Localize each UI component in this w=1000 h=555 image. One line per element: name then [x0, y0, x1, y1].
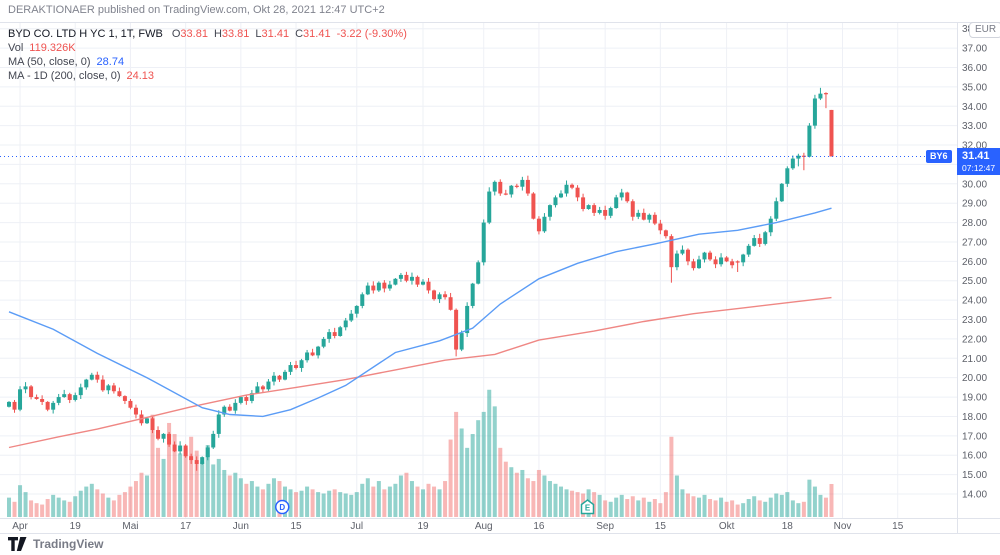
publish-watermark: DERAKTIONAER published on TradingView.co… — [8, 4, 385, 16]
tradingview-brand-link[interactable]: TradingView — [33, 537, 104, 551]
earnings-marker[interactable]: E — [580, 499, 595, 515]
svg-text:28.00: 28.00 — [962, 218, 987, 229]
svg-text:Mai: Mai — [122, 521, 138, 532]
svg-text:37.00: 37.00 — [962, 44, 987, 55]
svg-text:20.00: 20.00 — [962, 373, 987, 384]
svg-text:15.00: 15.00 — [962, 470, 987, 481]
svg-text:Apr: Apr — [12, 521, 28, 532]
candlesticks — [7, 87, 834, 471]
volume-value: 119.326K — [29, 42, 76, 54]
svg-text:29.00: 29.00 — [962, 199, 987, 210]
svg-text:21.00: 21.00 — [962, 354, 987, 365]
high-value: 33.81 — [221, 28, 250, 40]
svg-text:36.00: 36.00 — [962, 63, 987, 74]
svg-text:16.00: 16.00 — [962, 451, 987, 462]
svg-text:22.00: 22.00 — [962, 334, 987, 345]
ma50-label: MA (50, close, 0) — [8, 56, 91, 68]
svg-text:17: 17 — [180, 521, 192, 532]
svg-text:19: 19 — [70, 521, 82, 532]
symbol-title: BYD CO. LTD H YC 1, 1T, FWB — [8, 28, 163, 40]
svg-text:18.00: 18.00 — [962, 412, 987, 423]
svg-text:Nov: Nov — [834, 521, 852, 532]
time-axis[interactable]: Apr 19 Mai 17 Jun 15 Jul 19 Aug 16 Sep 15 Okt 18 Nov 15 — [12, 521, 903, 532]
legend-ma50-row[interactable]: MA (50, close, 0) 28.74 — [8, 55, 407, 69]
legend-volume-row[interactable]: Vol 119.326K — [8, 41, 407, 55]
svg-text:25.00: 25.00 — [962, 276, 987, 287]
svg-text:Sep: Sep — [596, 521, 614, 532]
last-price-value: 31.41 — [962, 150, 990, 162]
svg-text:15: 15 — [892, 521, 904, 532]
currency-toggle-button[interactable]: EUR — [969, 22, 1000, 38]
svg-text:27.00: 27.00 — [962, 237, 987, 248]
change-value: -3.22 (-9.30%) — [336, 28, 407, 40]
open-label: O — [171, 28, 181, 40]
svg-text:15: 15 — [290, 521, 302, 532]
svg-text:Jul: Jul — [350, 521, 363, 532]
svg-text:19: 19 — [417, 521, 429, 532]
high-label: H — [213, 28, 222, 40]
tradingview-logo-icon[interactable] — [8, 537, 27, 551]
svg-text:23.00: 23.00 — [962, 315, 987, 326]
close-label: C — [295, 28, 304, 40]
price-axis[interactable]: 14.00 15.00 16.00 17.00 18.00 19.00 20.00 21.00… — [962, 24, 987, 500]
open-value: 33.81 — [180, 28, 208, 40]
volume-bars — [7, 389, 834, 517]
svg-text:16: 16 — [533, 521, 545, 532]
svg-text:17.00: 17.00 — [962, 431, 987, 442]
svg-text:24.00: 24.00 — [962, 296, 987, 307]
svg-text:34.00: 34.00 — [962, 102, 987, 113]
dividend-marker[interactable]: D — [274, 499, 290, 515]
svg-text:14.00: 14.00 — [962, 490, 987, 501]
svg-text:18: 18 — [782, 521, 794, 532]
svg-text:26.00: 26.00 — [962, 257, 987, 268]
svg-text:15: 15 — [655, 521, 667, 532]
symbol-legend: BYD CO. LTD H YC 1, 1T, FWB O33.81 H33.81 L… — [8, 27, 407, 83]
ma50-line — [8, 207, 832, 418]
svg-text:19.00: 19.00 — [962, 393, 987, 404]
pane-borders — [0, 22, 1000, 534]
symbol-price-flag: BY6 — [926, 150, 952, 163]
svg-text:32.00: 32.00 — [962, 141, 987, 152]
svg-text:Aug: Aug — [475, 521, 493, 532]
legend-ohlc-row[interactable]: BYD CO. LTD H YC 1, 1T, FWB O33.81 H33.81 L… — [8, 27, 407, 41]
svg-text:E: E — [585, 504, 591, 513]
footer-bar: TradingView — [8, 537, 103, 551]
ma200-value: 24.13 — [126, 70, 155, 82]
ma200-label: MA - 1D (200, close, 0) — [8, 70, 121, 82]
svg-text:35.00: 35.00 — [962, 82, 987, 93]
close-value: 31.41 — [303, 28, 331, 40]
countdown-timer: 07:12:47 — [962, 163, 996, 173]
svg-text:33.00: 33.00 — [962, 121, 987, 132]
svg-text:D: D — [279, 503, 285, 512]
ma200-line — [8, 296, 832, 449]
low-label: L — [255, 28, 262, 40]
low-value: 31.41 — [261, 28, 290, 40]
last-price-tag: 31.41 07:12:47 — [957, 148, 1000, 175]
svg-text:Jun: Jun — [233, 521, 249, 532]
svg-text:30.00: 30.00 — [962, 179, 987, 190]
ma50-value: 28.74 — [96, 56, 125, 68]
volume-label: Vol — [8, 42, 24, 54]
legend-ma200-row[interactable]: MA - 1D (200, close, 0) 24.13 — [8, 69, 407, 83]
svg-text:Okt: Okt — [719, 521, 735, 532]
